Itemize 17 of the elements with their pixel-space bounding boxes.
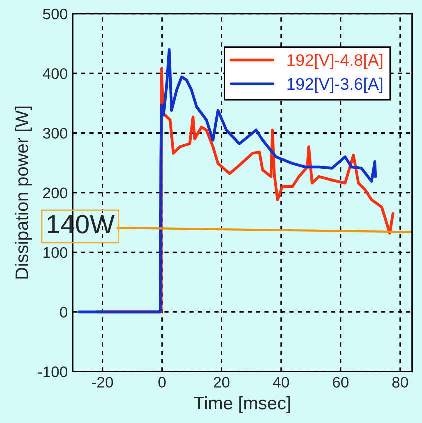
y-tick-label: 100 — [44, 247, 68, 258]
y-tick-label: 400 — [43, 68, 68, 80]
x-tick-label: -20 — [92, 377, 114, 388]
x-tick-label: 80 — [392, 377, 408, 388]
y-tick-label: 0 — [60, 307, 68, 318]
legend-label: 192[V]-3.6[A] — [288, 78, 383, 94]
legend-label: 192[V]-4.8[A] — [288, 54, 383, 70]
y-tick-label: 200 — [43, 188, 68, 199]
y-tick-label: 500 — [43, 8, 68, 20]
x-tick-label: 60 — [333, 377, 349, 388]
x-tick-label: 40 — [273, 377, 290, 388]
x-axis-title: Time [msec] — [194, 396, 290, 414]
x-tick-label: 20 — [214, 377, 230, 388]
y-axis-title: Dissipation power [W] — [15, 106, 32, 279]
y-tick-label: -100 — [38, 366, 68, 378]
x-tick-label: 0 — [158, 377, 166, 388]
y-tick-label: 300 — [43, 128, 68, 139]
